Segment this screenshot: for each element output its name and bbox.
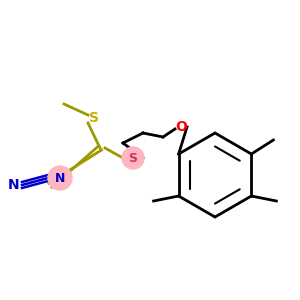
Text: N: N [8, 178, 20, 192]
Text: S: S [89, 111, 99, 125]
Circle shape [48, 166, 72, 190]
Text: N: N [55, 172, 65, 184]
Text: S: S [128, 152, 137, 164]
Circle shape [122, 147, 144, 169]
Text: O: O [175, 120, 187, 134]
